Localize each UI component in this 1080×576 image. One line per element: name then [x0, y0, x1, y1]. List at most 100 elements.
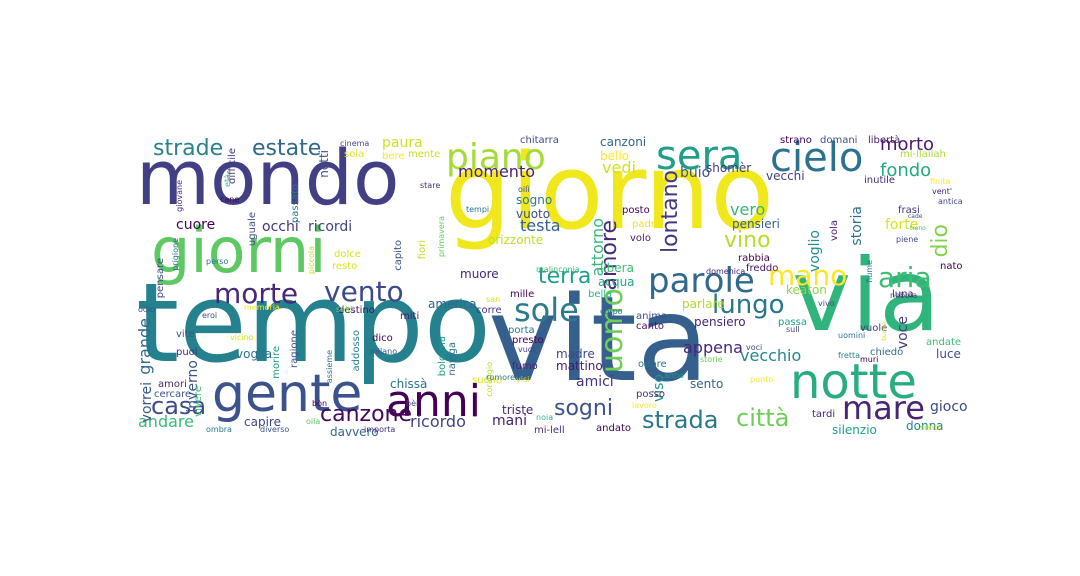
cloud-word: sogno	[516, 193, 553, 207]
cloud-word: treno	[910, 225, 926, 232]
cloud-word: parole	[648, 261, 755, 301]
cloud-word: mondo	[136, 133, 400, 222]
cloud-word: sogni	[554, 396, 613, 421]
cloud-word: punto	[750, 375, 774, 384]
cloud-word: finita	[930, 177, 951, 186]
cloud-word: puoi	[176, 347, 198, 358]
cloud-word: gioco	[930, 399, 968, 415]
cloud-word: soldi	[336, 305, 355, 314]
cloud-word: antica	[938, 197, 963, 206]
cloud-word: piano	[446, 137, 546, 178]
cloud-word: capito	[393, 240, 404, 271]
cloud-word: posto	[622, 205, 650, 216]
cloud-word: andato	[596, 423, 631, 434]
cloud-word: casa	[151, 392, 207, 420]
cloud-word: naviga	[447, 342, 458, 376]
cloud-word: vedi	[602, 158, 636, 177]
cloud-word: strada	[642, 406, 719, 434]
cloud-word: vuoto	[516, 207, 551, 221]
cloud-word: sento	[690, 377, 724, 391]
cloud-word: muri	[860, 355, 879, 364]
cloud-word: odore	[638, 359, 667, 370]
cloud-word: muore	[460, 267, 499, 281]
cloud-word: uomini	[838, 331, 866, 340]
cloud-word: cuore	[176, 217, 216, 233]
cloud-word: canzoni	[600, 135, 647, 149]
cloud-word: vicino	[230, 333, 254, 342]
cloud-word: chitarra	[520, 135, 559, 146]
cloud-word: via	[792, 237, 941, 354]
cloud-word: porta	[508, 325, 535, 336]
cloud-word: domani	[820, 135, 858, 146]
cloud-word: città	[736, 404, 790, 432]
cloud-word: terra	[538, 264, 592, 289]
cloud-word: gente	[212, 364, 363, 424]
cloud-word: mi-llailah	[900, 149, 946, 160]
cloud-word: estate	[252, 136, 322, 161]
cloud-word: cade	[908, 213, 923, 220]
cloud-word: donna	[906, 419, 944, 433]
cloud-word: mare	[842, 389, 925, 427]
cloud-word: volo	[630, 233, 651, 244]
cloud-word: tardi	[812, 409, 836, 420]
cloud-word: frasi	[898, 205, 920, 216]
cloud-word: visi	[516, 375, 530, 384]
cloud-word: ombra	[206, 425, 232, 434]
cloud-word: canzone	[320, 402, 413, 427]
cloud-word: canto	[636, 321, 665, 332]
cloud-word: andate	[926, 337, 962, 348]
cloud-word: voci	[746, 343, 763, 352]
cloud-word: fumo	[512, 361, 538, 372]
cloud-word: mille	[510, 289, 535, 300]
cloud-word: amori	[158, 379, 187, 390]
cloud-word: fiume	[865, 260, 874, 283]
cloud-word: eroi	[202, 311, 218, 320]
cloud-word: ricordi	[308, 219, 353, 235]
cloud-word: momento	[458, 162, 536, 181]
cloud-word: miti	[400, 311, 420, 322]
cloud-word: bello	[600, 149, 630, 163]
cloud-word: anima	[636, 311, 668, 322]
cloud-word: fiori	[417, 240, 428, 260]
cloud-word: bologna	[437, 336, 448, 377]
cloud-word: appena	[683, 338, 743, 357]
cloud-word: notti	[317, 150, 331, 178]
cloud-word: dio	[928, 224, 953, 258]
cloud-word: malinconia	[536, 265, 580, 274]
cloud-word: anno	[664, 371, 684, 380]
cloud-word: oila	[306, 417, 321, 426]
cloud-word: occhi	[262, 219, 299, 235]
cloud-word: vuole	[860, 323, 888, 334]
cloud-word: forte	[885, 217, 919, 233]
cloud-word: passa	[778, 317, 808, 328]
cloud-word: sull	[786, 325, 800, 334]
cloud-word: grande	[135, 318, 154, 375]
cloud-word: aria	[878, 261, 932, 294]
cloud-word: davvero	[330, 425, 379, 439]
cloud-word: notte	[790, 354, 917, 410]
cloud-word: fondo	[880, 160, 932, 181]
cloud-word: voce	[895, 316, 911, 350]
cloud-word: sole	[514, 291, 579, 329]
cloud-word: mani	[492, 413, 527, 429]
cloud-word: pensieri	[732, 217, 780, 231]
cloud-word: vino	[724, 228, 771, 253]
cloud-word: piccola	[307, 246, 316, 275]
cloud-word: vecchio	[740, 346, 802, 365]
cloud-word: shomèr	[706, 161, 752, 175]
cloud-word: cane	[220, 195, 240, 204]
cloud-word: morte	[214, 277, 299, 310]
cloud-word: sola	[344, 149, 365, 160]
cloud-word: chiedo	[870, 347, 904, 358]
cloud-word: lontano	[658, 170, 683, 254]
cloud-word: bere	[382, 151, 405, 162]
cloud-word: giorni	[151, 214, 327, 287]
cloud-word: madre	[556, 347, 595, 361]
cloud-word: triste	[502, 403, 534, 417]
cloud-word: cinema	[340, 139, 370, 148]
cloud-word: testa	[520, 216, 561, 235]
cloud-word: noia	[536, 413, 554, 422]
cloud-word: amici	[576, 374, 614, 390]
cloud-word: storia	[849, 206, 865, 246]
cloud-word: vivere	[193, 386, 204, 417]
